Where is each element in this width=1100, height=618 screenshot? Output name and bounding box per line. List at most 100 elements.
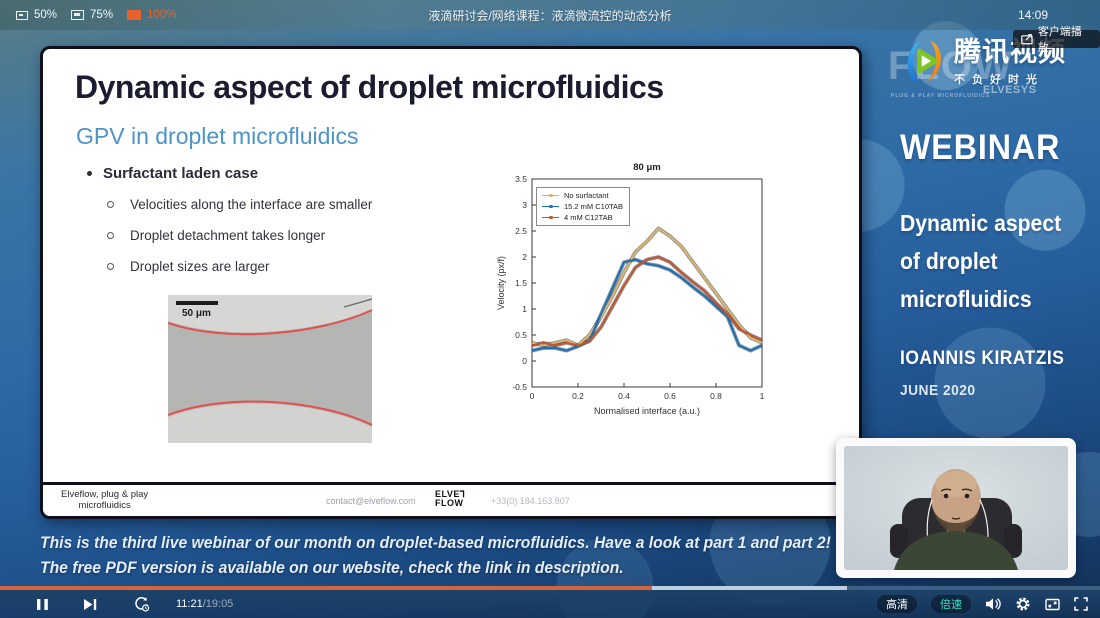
bullet-text: Surfactant laden case bbox=[103, 165, 259, 182]
webcam-frame bbox=[844, 446, 1068, 570]
svg-text:0.2: 0.2 bbox=[572, 391, 584, 401]
svg-text:0.4: 0.4 bbox=[618, 391, 630, 401]
total-time: /19:05 bbox=[202, 598, 234, 610]
circle-bullet-icon bbox=[107, 232, 114, 239]
zoom-100-label: 100% bbox=[147, 9, 177, 21]
video-title: 液滴研讨会/网络课程：液滴微流控的动态分析 bbox=[428, 8, 672, 23]
circle-bullet-icon bbox=[107, 201, 114, 208]
webinar-heading: WEBINAR bbox=[900, 128, 1061, 167]
slide-title: Dynamic aspect of droplet microfluidics bbox=[75, 69, 664, 105]
zoom-100-icon bbox=[127, 10, 142, 20]
legend-label: 15.2 mM C10TAB bbox=[564, 202, 624, 211]
pause-button[interactable] bbox=[36, 598, 49, 611]
plug-play-watermark: PLUG & PLAY MICROFLUIDICS bbox=[891, 93, 991, 99]
gear-icon bbox=[1016, 597, 1030, 611]
chart-legend: No surfactant 15.2 mM C10TAB 4 mM C12TAB bbox=[536, 187, 631, 226]
svg-text:3: 3 bbox=[522, 200, 527, 210]
legend-line-icon bbox=[542, 215, 559, 219]
next-video-button[interactable] bbox=[83, 598, 97, 611]
volume-button[interactable] bbox=[985, 597, 1001, 611]
subtitle-captions: This is the third live webinar of our mo… bbox=[40, 531, 831, 581]
legend-label: No surfactant bbox=[564, 191, 609, 200]
legend-no-surfactant: No surfactant bbox=[542, 191, 623, 200]
progress-bar[interactable] bbox=[0, 586, 1100, 590]
playback-speed-button[interactable]: 倍速 bbox=[931, 595, 971, 613]
web-fullscreen-button[interactable] bbox=[1045, 598, 1060, 611]
current-time: 11:21 bbox=[176, 598, 203, 610]
svg-text:0.6: 0.6 bbox=[664, 391, 676, 401]
right-controls: 高清 倍速 bbox=[877, 590, 1088, 618]
svg-text:2: 2 bbox=[522, 252, 527, 262]
legend-c12tab: 4 mM C12TAB bbox=[542, 213, 623, 222]
scale-bar-label: 50 μm bbox=[182, 308, 211, 319]
speaker-icon bbox=[986, 598, 1001, 610]
speaker-name: IOANNIS KIRATZIS bbox=[900, 348, 1065, 369]
launch-icon bbox=[1021, 34, 1033, 45]
zoom-75-label: 75% bbox=[90, 9, 114, 21]
subtitle-line-1: This is the third live webinar of our mo… bbox=[40, 534, 831, 552]
sub-bullet-detachment: Droplet detachment takes longer bbox=[107, 228, 325, 243]
fullscreen-icon bbox=[1074, 597, 1088, 611]
bullet-surfactant-laden-case: Surfactant laden case bbox=[87, 165, 258, 182]
fullscreen-button[interactable] bbox=[1074, 597, 1088, 611]
sub-bullet-velocities: Velocities along the interface are small… bbox=[107, 197, 372, 212]
velocity-chart-svg: -0.500.511.522.533.50 0.2 0.4 0.6 0.8 180 μmN… bbox=[496, 162, 765, 416]
svg-text:0.5: 0.5 bbox=[515, 330, 527, 340]
zoom-50-label: 50% bbox=[34, 9, 58, 21]
webinar-info-panel: WEBINAR Dynamic aspect of droplet microf… bbox=[900, 128, 1064, 399]
clock: 14:09 bbox=[1017, 8, 1048, 22]
time-display: 11:21/19:05 bbox=[176, 598, 233, 610]
elveflow-logo: ELVE⅂ FLOW bbox=[435, 489, 466, 508]
open-in-client-label: 客户端播放 bbox=[1037, 26, 1082, 54]
sub-bullet-text: Droplet sizes are larger bbox=[130, 259, 270, 274]
svg-text:3.5: 3.5 bbox=[515, 174, 527, 184]
elvesys-watermark: ELVESYS bbox=[983, 84, 1037, 96]
svg-text:1.5: 1.5 bbox=[515, 278, 527, 288]
quality-button[interactable]: 高清 bbox=[877, 595, 917, 613]
zoom-level-buttons: 50% 75% 100% bbox=[0, 9, 176, 21]
presenter-shirt bbox=[894, 531, 1018, 570]
svg-text:Normalised interface (a.u.): Normalised interface (a.u.) bbox=[594, 406, 700, 416]
top-bar: 50% 75% 100% 液滴研讨会/网络课程：液滴微流控的动态分析 14:09 bbox=[0, 0, 1100, 30]
sub-bullet-sizes: Droplet sizes are larger bbox=[107, 259, 270, 274]
droplet-microscopy-image: 50 μm bbox=[168, 295, 372, 443]
presenter-portrait bbox=[844, 446, 1068, 570]
legend-line-icon bbox=[542, 204, 559, 208]
zoom-100-button[interactable]: 100% bbox=[127, 9, 176, 21]
zoom-75-button[interactable]: 75% bbox=[71, 9, 113, 21]
footer-email: contact@elveflow.com bbox=[326, 496, 416, 506]
svg-text:Velocity (px/f): Velocity (px/f) bbox=[496, 256, 506, 310]
circle-bullet-icon bbox=[107, 263, 114, 270]
scale-bar bbox=[176, 301, 218, 305]
footer-phone: +33(0) 184.163.807 bbox=[491, 496, 570, 506]
subtitle-line-2: The free PDF version is available on our… bbox=[40, 559, 624, 577]
slide-subtitle: GPV in droplet microfluidics bbox=[76, 123, 359, 149]
presentation-slide: Dynamic aspect of droplet microfluidics … bbox=[40, 46, 862, 519]
loop-icon bbox=[135, 597, 150, 612]
zoom-50-button[interactable]: 50% bbox=[16, 9, 57, 21]
svg-text:1: 1 bbox=[760, 391, 765, 401]
zoom-75-icon bbox=[71, 10, 85, 20]
pause-icon bbox=[37, 598, 48, 610]
open-in-client-button[interactable]: 客户端播放 bbox=[1013, 26, 1100, 54]
slide-footer: Elveflow, plug & play microfluidics cont… bbox=[43, 482, 859, 516]
next-icon bbox=[84, 598, 97, 610]
svg-text:0.8: 0.8 bbox=[710, 391, 722, 401]
loop-mode-button[interactable] bbox=[133, 596, 150, 612]
legend-c10tab: 15.2 mM C10TAB bbox=[542, 202, 623, 211]
webinar-title: Dynamic aspect of droplet microfluidics bbox=[900, 210, 1062, 312]
svg-text:-0.5: -0.5 bbox=[512, 382, 527, 392]
brand-tagline: 不负好时光 bbox=[954, 73, 1044, 86]
bullet-dot bbox=[87, 171, 92, 176]
presenter-beard bbox=[932, 502, 980, 536]
svg-text:2.5: 2.5 bbox=[515, 226, 527, 236]
footer-company: Elveflow, plug & play microfluidics bbox=[61, 489, 149, 512]
svg-text:1: 1 bbox=[522, 304, 527, 314]
svg-text:0: 0 bbox=[530, 391, 535, 401]
velocity-chart: -0.5 0 0.5 1 1.5 2 2.5 3 3.5 0 0.2 0.4 0.6 0.8 1 80 μm N… bbox=[492, 155, 772, 427]
webinar-date: JUNE 2020 bbox=[900, 382, 976, 399]
player-control-bar: 11:21/19:05 高清 倍速 bbox=[0, 590, 1100, 618]
settings-button[interactable] bbox=[1015, 596, 1031, 612]
svg-text:80 μm: 80 μm bbox=[633, 162, 660, 173]
